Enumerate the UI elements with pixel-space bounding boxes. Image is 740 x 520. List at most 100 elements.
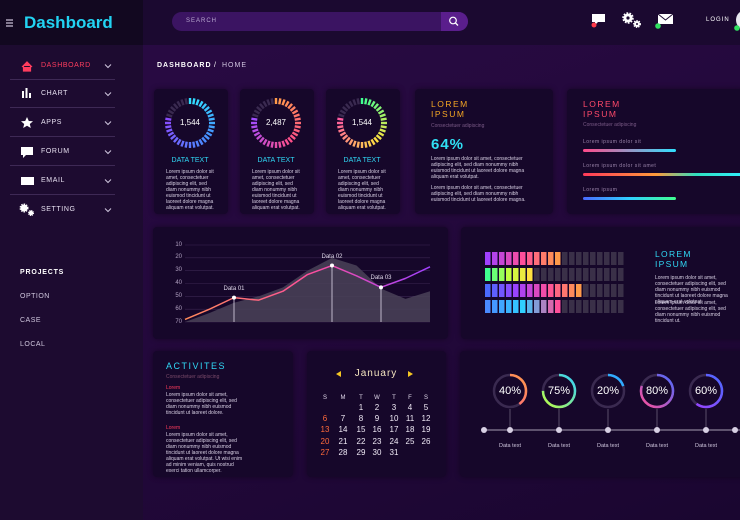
- ring-tick: [287, 136, 293, 143]
- day[interactable]: 3: [391, 403, 397, 412]
- day[interactable]: 16: [372, 425, 382, 435]
- level-cell: [513, 300, 519, 313]
- stat-label: DATA TEXT: [343, 157, 381, 164]
- sidebar: [0, 0, 143, 520]
- ring-tick: [180, 99, 185, 106]
- login-link[interactable]: LOGIN: [706, 17, 730, 23]
- day[interactable]: 5: [423, 403, 429, 412]
- day[interactable]: 12: [421, 414, 431, 424]
- ring-tick: [339, 109, 347, 115]
- level-cell: [583, 268, 589, 281]
- ring-tick: [198, 138, 204, 146]
- chat-icon[interactable]: [592, 14, 605, 25]
- day[interactable]: 19: [421, 425, 431, 435]
- menu-item[interactable]: FORUM: [41, 148, 70, 155]
- level-cell: [611, 284, 617, 297]
- day[interactable]: 10: [389, 414, 399, 424]
- point-label: Data 01: [223, 285, 245, 292]
- level-cell: [569, 284, 575, 297]
- ring-tick: [287, 103, 293, 110]
- card-text: Lorem ipsum dolor sit amet, consectetuer…: [655, 275, 728, 305]
- day[interactable]: 15: [356, 425, 366, 435]
- menu-toggle[interactable]: [6, 19, 13, 27]
- day[interactable]: 29: [356, 447, 366, 457]
- day[interactable]: 8: [358, 414, 364, 424]
- project-link[interactable]: OPTION: [20, 293, 50, 300]
- ring-tick: [342, 134, 349, 140]
- day[interactable]: 7: [340, 414, 346, 424]
- logo[interactable]: Dashboard: [24, 13, 113, 32]
- day[interactable]: 6: [322, 414, 328, 424]
- settings-icon[interactable]: [622, 12, 641, 28]
- level-cell: [499, 300, 505, 313]
- mail-icon[interactable]: [658, 14, 673, 24]
- day[interactable]: 2: [374, 403, 380, 412]
- level-cell: [506, 300, 512, 313]
- day[interactable]: 27: [320, 447, 330, 457]
- gauge-value: 40%: [498, 385, 522, 397]
- ring-tick: [165, 125, 172, 129]
- gauge-arc: [688, 373, 724, 409]
- ring-tick: [293, 113, 300, 118]
- ring-tick: [262, 100, 268, 108]
- level-cell: [485, 268, 491, 281]
- ring-tick: [170, 134, 177, 140]
- day[interactable]: 22: [356, 436, 366, 446]
- project-link[interactable]: LOCAL: [20, 341, 46, 348]
- ring-tick: [345, 103, 351, 110]
- avatar[interactable]: [736, 10, 740, 30]
- level-cell: [520, 300, 526, 313]
- gauge-label: Data text: [547, 443, 570, 449]
- day[interactable]: 24: [389, 436, 399, 446]
- calendar-month: January: [354, 368, 398, 379]
- day[interactable]: 21: [338, 436, 348, 446]
- day[interactable]: 1: [358, 403, 364, 412]
- day[interactable]: 31: [389, 447, 399, 457]
- ring-tick: [375, 134, 382, 140]
- day[interactable]: 23: [372, 436, 382, 446]
- day[interactable]: 17: [389, 425, 399, 435]
- level-cell: [527, 284, 533, 297]
- timeline-dot: [605, 427, 611, 433]
- menu-item[interactable]: SETTING: [41, 206, 76, 213]
- level-cell: [492, 300, 498, 313]
- day[interactable]: 30: [372, 447, 382, 457]
- ring-tick: [364, 141, 368, 148]
- menu-item[interactable]: APPS: [41, 119, 63, 126]
- day[interactable]: 25: [405, 436, 415, 446]
- ring-tick: [270, 98, 274, 105]
- level-cell: [541, 284, 547, 297]
- search-bar[interactable]: [172, 12, 468, 31]
- weekday: M: [340, 395, 346, 401]
- weekday: T: [392, 395, 396, 401]
- menu-item[interactable]: EMAIL: [41, 177, 66, 184]
- level-cell: [541, 268, 547, 281]
- level-cell: [618, 300, 624, 313]
- day[interactable]: 14: [338, 425, 348, 435]
- breadcrumb-section[interactable]: DASHBOARD: [157, 62, 212, 69]
- day[interactable]: 4: [407, 403, 413, 412]
- ring-tick: [345, 136, 351, 143]
- day[interactable]: 20: [320, 436, 330, 446]
- level-cell: [534, 252, 540, 265]
- day[interactable]: 11: [405, 414, 415, 424]
- data-point: [232, 295, 236, 300]
- day[interactable]: 26: [421, 436, 431, 446]
- project-link[interactable]: CASE: [20, 317, 42, 324]
- level-cell: [569, 300, 575, 313]
- day[interactable]: 18: [405, 425, 415, 435]
- day[interactable]: 28: [338, 447, 348, 457]
- ring-tick: [342, 106, 349, 112]
- ring-tick: [289, 106, 296, 112]
- day[interactable]: 9: [374, 414, 380, 424]
- level-cell: [590, 284, 596, 297]
- gauge-label: Data text: [498, 443, 521, 449]
- ring-tick: [173, 136, 179, 143]
- search-button[interactable]: [441, 12, 468, 31]
- level-cell: [597, 300, 603, 313]
- menu-item[interactable]: DASHBOARD: [41, 62, 91, 69]
- menu-item[interactable]: CHART: [41, 90, 68, 97]
- day[interactable]: 13: [320, 425, 330, 435]
